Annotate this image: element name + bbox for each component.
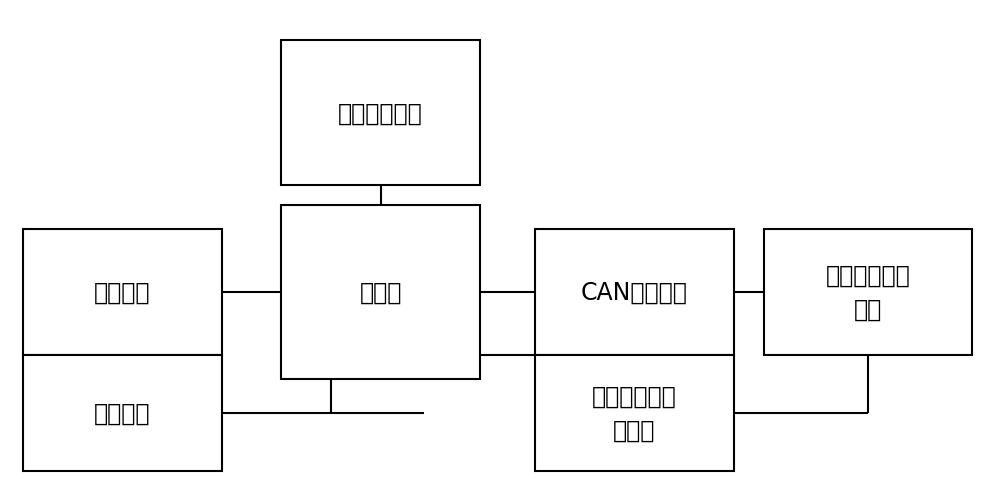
- Text: 人机交互模块: 人机交互模块: [338, 102, 423, 126]
- Bar: [535, 229, 734, 355]
- Text: 被测非车载充
电机: 被测非车载充 电机: [826, 264, 910, 321]
- Text: 轻量化充电负
载模块: 轻量化充电负 载模块: [592, 384, 677, 442]
- Bar: [281, 205, 480, 379]
- Bar: [23, 229, 222, 355]
- Bar: [23, 355, 222, 471]
- Text: 电源模块: 电源模块: [94, 280, 150, 304]
- Text: 测量模块: 测量模块: [94, 401, 150, 425]
- Bar: [281, 41, 480, 186]
- Text: CAN通信模块: CAN通信模块: [581, 280, 688, 304]
- Bar: [764, 229, 972, 355]
- Text: 处理器: 处理器: [359, 280, 402, 304]
- Bar: [535, 355, 734, 471]
